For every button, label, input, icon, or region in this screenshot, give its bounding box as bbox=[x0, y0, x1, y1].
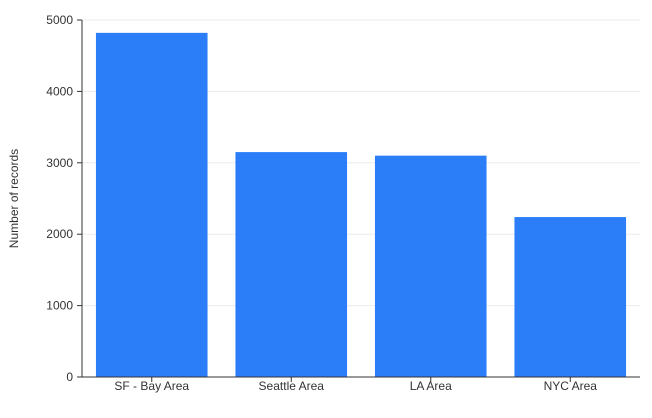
y-tick-label: 1000 bbox=[46, 299, 73, 313]
y-tick-label: 2000 bbox=[46, 227, 73, 241]
x-tick-label: LA Area bbox=[410, 379, 452, 393]
y-axis-title: Number of records bbox=[7, 149, 21, 248]
y-tick-label: 5000 bbox=[46, 13, 73, 27]
x-tick-label: NYC Area bbox=[544, 379, 598, 393]
bars bbox=[95, 32, 627, 378]
x-axis: SF - Bay Area Seattle Area LA Area NYC Area bbox=[82, 376, 640, 393]
y-tick-label: 4000 bbox=[46, 84, 73, 98]
bar bbox=[374, 155, 487, 377]
bar bbox=[235, 152, 348, 377]
bar bbox=[514, 217, 627, 377]
y-axis: 0 1000 2000 3000 4000 5000 bbox=[46, 13, 83, 384]
x-tick-label: Seattle Area bbox=[259, 379, 325, 393]
x-tick-label: SF - Bay Area bbox=[114, 379, 189, 393]
y-tick-label: 0 bbox=[66, 370, 73, 384]
bar bbox=[95, 32, 208, 378]
y-tick-label: 3000 bbox=[46, 156, 73, 170]
